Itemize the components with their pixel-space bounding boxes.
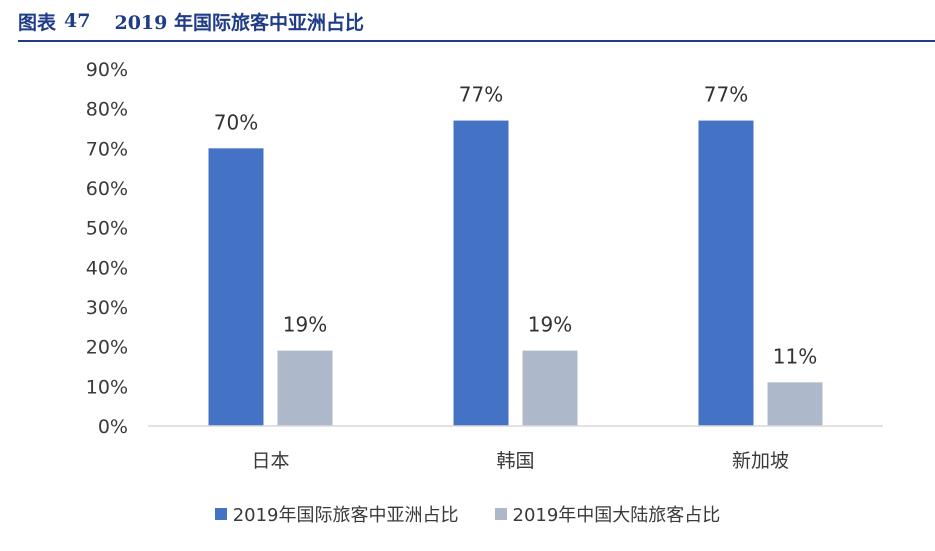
data-label-series-2-3: 11%: [773, 344, 817, 368]
data-label-series-1-1: 70%: [214, 110, 258, 134]
data-label-series-2-1: 19%: [283, 313, 327, 337]
y-tick-label: 50%: [86, 218, 128, 240]
y-tick-label: 70%: [86, 138, 128, 160]
chart-legend: 2019年国际旅客中亚洲占比 2019年中国大陆旅客占比: [0, 499, 935, 529]
y-tick-label: 80%: [86, 99, 128, 121]
bar-series-2-1: [277, 350, 333, 426]
figure-number: 47: [64, 10, 91, 32]
y-tick-label: 60%: [86, 178, 128, 200]
x-category-label: 韩国: [496, 450, 534, 472]
y-tick-label: 10%: [86, 376, 128, 398]
legend-swatch-series-2: [494, 508, 507, 520]
legend-item-series-2: 2019年中国大陆旅客占比: [494, 501, 721, 527]
legend-label-series-2: 2019年中国大陆旅客占比: [512, 505, 721, 526]
data-label-series-1-2: 77%: [459, 83, 503, 107]
bar-series-1-2: [453, 120, 509, 427]
y-tick-label: 40%: [86, 257, 128, 279]
bar-series-1-3: [698, 120, 754, 427]
bar-series-2-2: [522, 350, 578, 426]
y-tick-label: 30%: [86, 297, 128, 319]
data-label-series-1-3: 77%: [704, 83, 748, 107]
header-rule: [18, 40, 935, 42]
legend-item-series-1: 2019年国际旅客中亚洲占比: [214, 501, 459, 527]
legend-label-series-1: 2019年国际旅客中亚洲占比: [232, 505, 459, 526]
x-category-label: 新加坡: [732, 450, 789, 472]
x-category-label: 日本: [251, 450, 289, 472]
y-tick-label: 0%: [98, 416, 128, 438]
legend-swatch-series-1: [214, 508, 227, 520]
data-label-series-2-2: 19%: [528, 313, 572, 337]
y-tick-label: 20%: [86, 337, 128, 359]
bar-series-1-1: [208, 148, 264, 427]
bar-series-2-3: [767, 382, 823, 426]
figure-label: 图表: [18, 11, 57, 34]
figure-title: 2019 年国际旅客中亚洲占比: [114, 11, 364, 34]
y-tick-label: 90%: [86, 59, 128, 81]
figure-header: 图表 47 2019 年国际旅客中亚洲占比: [18, 6, 364, 36]
